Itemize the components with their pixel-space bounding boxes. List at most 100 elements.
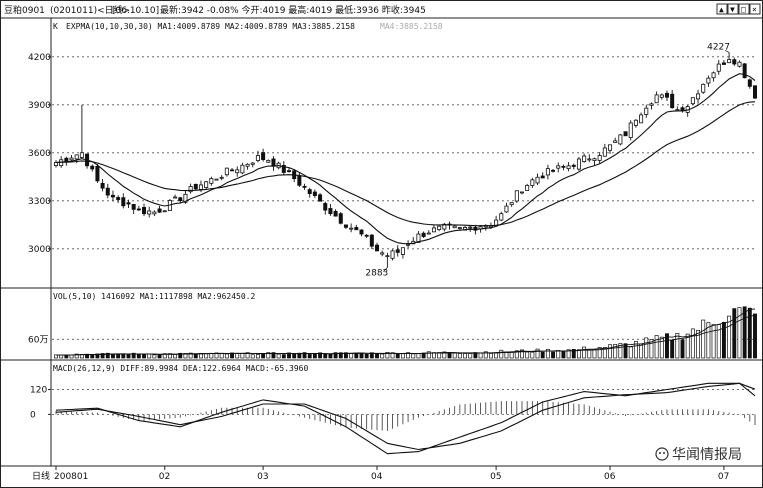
candle (690, 97, 695, 106)
candle (333, 209, 338, 217)
candle (95, 163, 100, 183)
x-tick-label: 200801 (54, 472, 88, 482)
volume-bar (545, 348, 550, 359)
volume-bar (271, 352, 276, 359)
expma-legend-faded: MA4:3885.2158 (380, 22, 443, 31)
candle (737, 60, 742, 68)
volume-bar (680, 339, 685, 359)
volume-bar (426, 351, 431, 359)
candle (364, 234, 369, 239)
candle (312, 189, 317, 199)
scroll-up-button[interactable] (716, 3, 728, 15)
volume-bar (566, 349, 571, 359)
volume-bar (442, 351, 447, 359)
candle (499, 211, 504, 222)
candle (706, 75, 711, 87)
volume-bar (577, 349, 581, 359)
window-controls[interactable]: ▲ ▼ □ × (716, 3, 761, 15)
candle (752, 85, 758, 100)
candle (100, 178, 105, 192)
maximize-button[interactable] (738, 3, 750, 15)
volume-bar (400, 353, 405, 359)
candle (343, 224, 348, 230)
scroll-down-button[interactable] (727, 3, 739, 15)
volume-bar (111, 353, 115, 359)
volume-bar (193, 353, 198, 359)
volume-bar (499, 349, 504, 359)
price-tick-label: 4200 (28, 53, 51, 63)
volume-bar (250, 354, 255, 359)
volume-bar (597, 347, 602, 359)
volume-bar (59, 354, 64, 359)
candle (390, 249, 395, 261)
volume-bar (659, 336, 664, 359)
candle (696, 89, 701, 104)
candle (261, 148, 266, 162)
watermark-text: 华闻情报局 (672, 447, 742, 463)
candle (654, 91, 659, 104)
candle (110, 190, 115, 202)
volume-bar (561, 351, 566, 359)
volume-bar (276, 353, 281, 359)
candle (188, 183, 193, 194)
candle (328, 204, 333, 216)
expma-10-line (55, 73, 756, 245)
macd-panel: MACD(26,12,9) DIFF:89.9984 DEA:122.6964 … (30, 364, 757, 455)
candle (587, 154, 592, 163)
candle (421, 231, 426, 238)
volume-bar (323, 353, 328, 359)
candle (380, 250, 385, 257)
volume-bar (644, 337, 649, 359)
candle (509, 202, 514, 207)
candle (608, 144, 613, 154)
candle (540, 172, 545, 179)
volume-bar (390, 352, 395, 359)
candle (525, 183, 530, 191)
volume-bar (665, 333, 669, 359)
candle (142, 203, 147, 217)
volume-bar (349, 353, 354, 359)
candle (416, 231, 421, 243)
volume-bar (602, 347, 607, 359)
volume-bar (219, 352, 224, 359)
volume-bar (727, 315, 732, 359)
candle (318, 192, 323, 202)
volume-bar (395, 353, 400, 359)
volume-bar (690, 328, 695, 359)
current-date: [06.10.10] (112, 6, 159, 16)
candle (147, 206, 152, 218)
close-button[interactable] (749, 3, 761, 15)
volume-bar (628, 346, 633, 359)
candle (400, 247, 405, 259)
candle (613, 137, 618, 143)
candle (214, 178, 219, 181)
volume-bar (126, 354, 131, 359)
candle (551, 168, 556, 173)
x-tick-label: 04 (371, 472, 383, 482)
volume-bar (520, 349, 524, 359)
volume-bar (292, 353, 297, 359)
candle (193, 183, 198, 191)
volume-bar (354, 352, 359, 359)
volume-bar (742, 306, 747, 359)
volume-bar (654, 335, 659, 359)
volume-bar (74, 353, 79, 359)
volume-bar (406, 352, 411, 359)
volume-bar (344, 352, 348, 359)
candle (116, 195, 121, 203)
volume-bar (266, 352, 271, 359)
candle (670, 89, 675, 109)
volume-bar (623, 343, 628, 359)
candle (556, 162, 561, 173)
volume-bar (696, 329, 700, 359)
candle (504, 202, 509, 213)
volume-bar (333, 352, 338, 359)
volume-bar (338, 352, 343, 359)
volume-bar (535, 348, 540, 359)
volume-bar (608, 344, 612, 359)
volume-bar (297, 352, 302, 359)
candle (162, 209, 167, 213)
candle (359, 229, 364, 237)
volume-bar (587, 349, 592, 359)
volume-bar (478, 352, 483, 359)
